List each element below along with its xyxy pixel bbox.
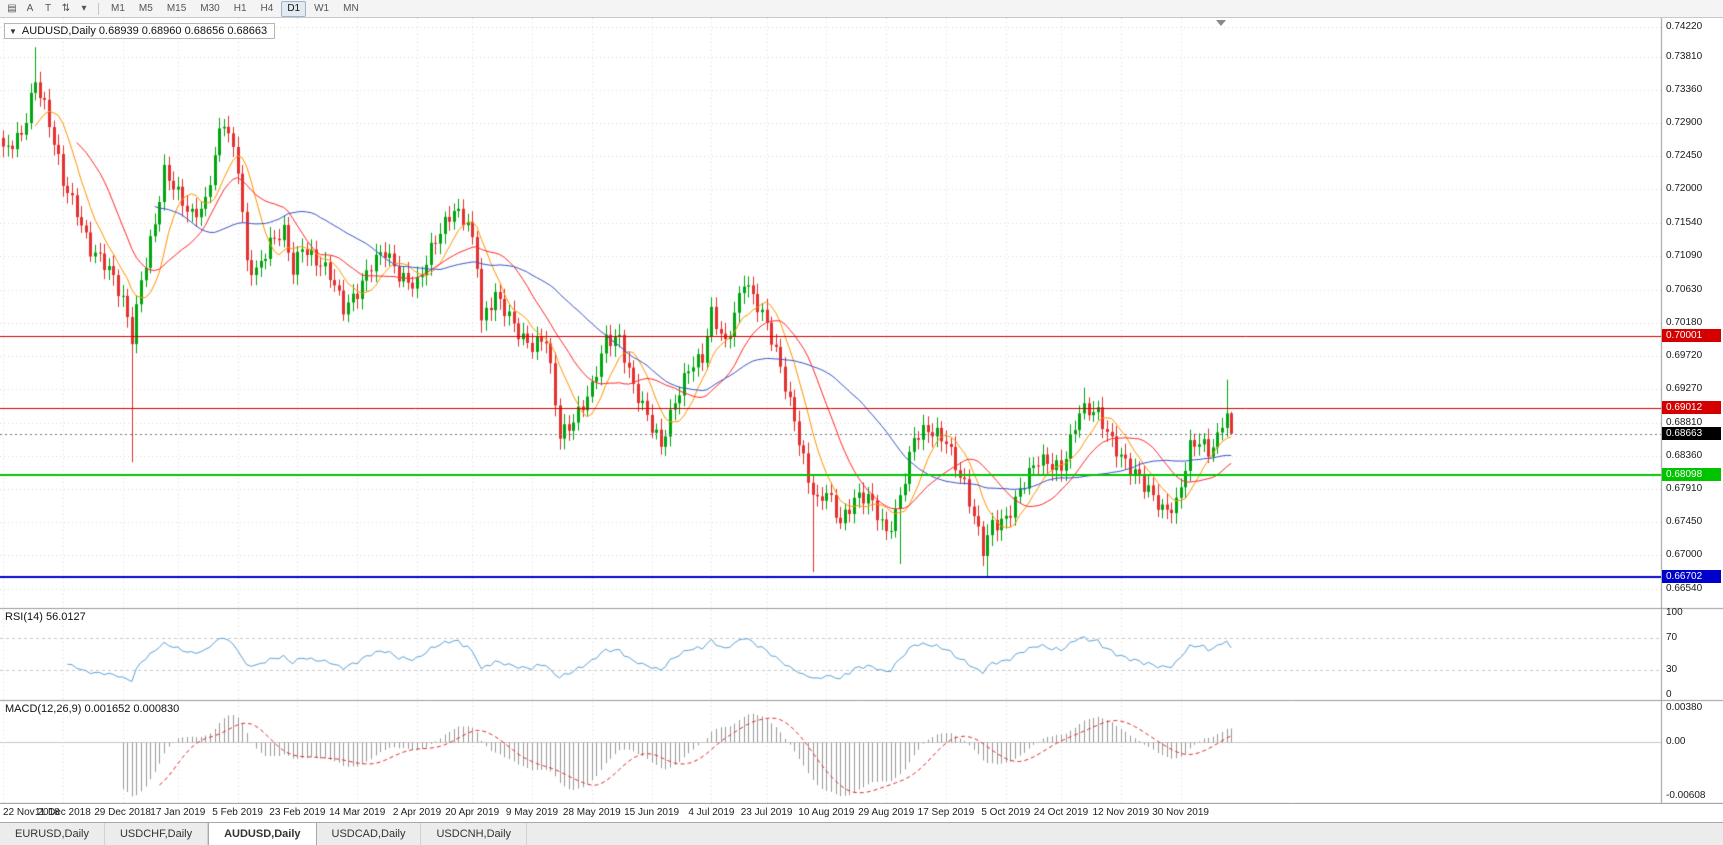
dropdown-caret-icon[interactable]: ▾ [81,3,87,14]
chart-tab-usdcad[interactable]: USDCAD,Daily [316,823,422,845]
macd-indicator-label: MACD(12,26,9) 0.001652 0.000830 [5,703,180,715]
toolbar: ▤ A T ⇅ ▾ M1 M5 M15 M30 H1 H4 D1 W1 MN [0,0,1723,18]
date-axis-label: 12 Nov 2019 [1092,807,1150,818]
tab-label: EURUSD,Daily [15,828,89,840]
timeframe-button-m5[interactable]: M5 [138,2,153,14]
text-tool-icon[interactable]: T [44,3,52,14]
date-axis-label: 4 Jul 2019 [688,807,735,818]
date-axis-label: 20 Apr 2019 [445,807,500,818]
chart-tab-eurusd[interactable]: EURUSD,Daily [0,823,105,845]
date-axis-label: 9 May 2019 [505,807,559,818]
timeframe-button-m30[interactable]: M30 [200,2,220,14]
date-axis-label: 10 Aug 2019 [798,807,855,818]
toolbar-separator [98,2,99,15]
date-axis-label: 14 Mar 2019 [329,807,386,818]
date-axis-label: 23 Feb 2019 [269,807,326,818]
date-axis-label: 24 Oct 2019 [1033,807,1089,818]
date-axis-label: 28 May 2019 [562,807,621,818]
symbol-info-box: ▼ AUDUSD,Daily 0.68939 0.68960 0.68656 0… [4,23,276,39]
timeframe-button-m1[interactable]: M1 [111,2,125,14]
timeframe-button-m15[interactable]: M15 [166,2,187,14]
timeframe-button-w1[interactable]: W1 [314,2,330,14]
date-axis-label: 29 Dec 2018 [94,807,151,818]
date-axis-label: 2 Apr 2019 [392,807,442,818]
tab-label: USDCAD,Daily [331,828,406,840]
date-axis-label: 11 Dec 2018 [34,807,91,818]
tab-label: AUDUSD,Daily [224,828,301,840]
date-axis-label: 15 Jun 2019 [624,807,680,818]
chart-tab-usdchf[interactable]: USDCHF,Daily [104,823,209,845]
timeframe-button-h1[interactable]: H1 [233,2,247,14]
timeframe-button-d1[interactable]: D1 [281,0,307,17]
chart-shift-marker-icon [1216,20,1226,26]
tab-label: USDCHF,Daily [119,828,193,840]
date-axis[interactable]: 22 Nov 2018 11 Dec 2018 29 Dec 2018 17 Jan … [0,804,1723,822]
tab-label: USDCNH,Daily [436,828,512,840]
date-axis-label: 5 Oct 2019 [981,807,1031,818]
zoom-scale-icon[interactable]: ⇅ [61,3,71,14]
chart-type-icon[interactable]: ▤ [7,3,17,14]
date-axis-label: 23 Jul 2019 [740,807,793,818]
chart-tab-audusd[interactable]: AUDUSD,Daily [208,823,317,845]
rsi-indicator-label: RSI(14) 56.0127 [5,611,86,623]
timeframe-button-h4[interactable]: H4 [260,2,274,14]
expand-caret-icon[interactable]: ▼ [9,26,17,36]
date-axis-label: 30 Nov 2019 [1152,807,1209,818]
date-axis-label: 29 Aug 2019 [858,807,915,818]
date-axis-label: 17 Sep 2019 [917,807,975,818]
price-chart-canvas[interactable] [0,18,1723,804]
cursor-a-icon[interactable]: A [26,3,34,14]
chart-tab-usdcnh[interactable]: USDCNH,Daily [421,823,528,845]
date-axis-label: 17 Jan 2019 [150,807,206,818]
date-axis-label: 22 Nov 2018 [3,807,60,818]
symbol-ohlc-line: AUDUSD,Daily 0.68939 0.68960 0.68656 0.6… [21,25,268,37]
timeframe-button-mn[interactable]: MN [343,2,359,14]
chart-tab-bar: EURUSD,Daily USDCHF,Daily AUDUSD,Daily USDC… [0,822,1723,845]
date-axis-label: 5 Feb 2019 [212,807,263,818]
timeframe-group: M1 M5 M15 M30 H1 H4 D1 W1 MN [104,0,366,17]
